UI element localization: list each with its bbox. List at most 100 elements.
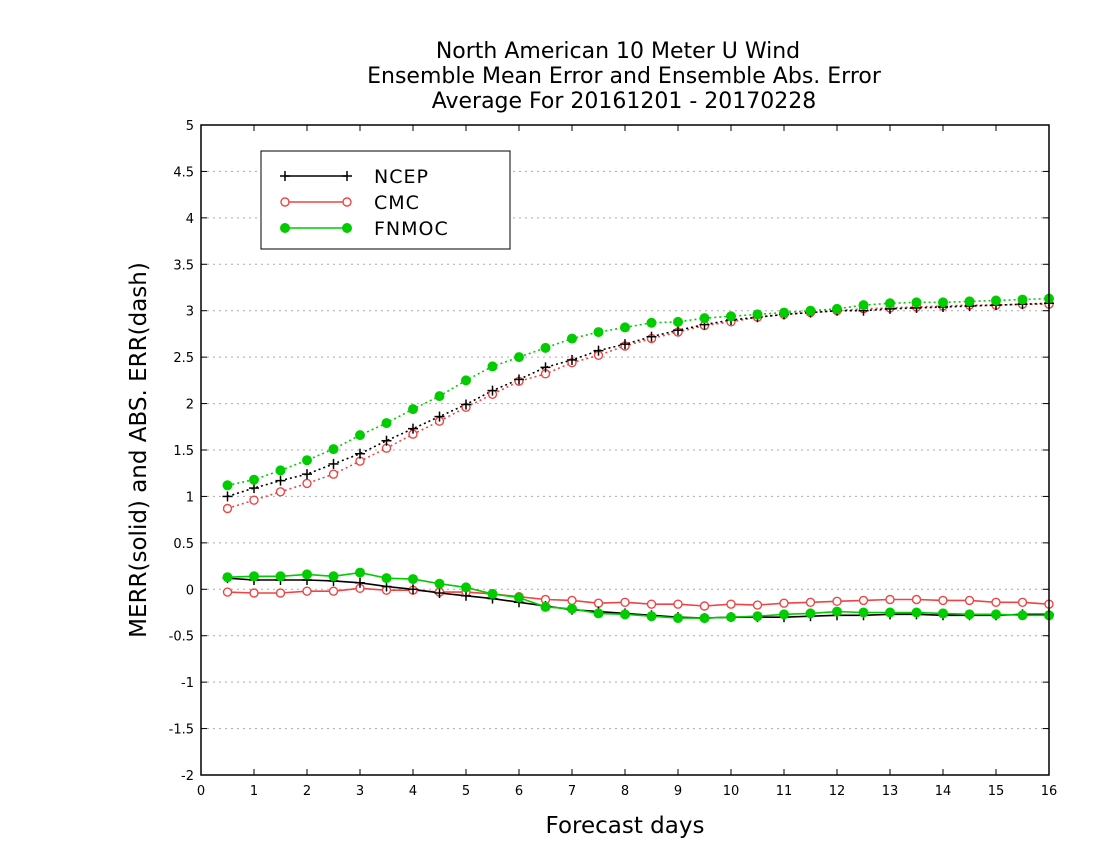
fnmoc-abs-err-point	[328, 444, 339, 455]
y-tick-label: 4.5	[173, 165, 194, 180]
cmc-merr-point	[699, 601, 710, 611]
ncep-merr-point	[381, 581, 392, 592]
y-tick-label: 4	[186, 212, 194, 227]
ncep-abs-err-point	[487, 385, 498, 396]
fnmoc-abs-err-point	[381, 418, 392, 429]
x-tick-label: 6	[515, 784, 523, 799]
fnmoc-abs-err-point	[620, 322, 630, 333]
legend-cmc-label: CMC	[374, 192, 420, 214]
x-tick-label: 14	[935, 784, 952, 799]
fnmoc-merr-line	[227, 571, 1049, 619]
ncep-abs-err-point	[461, 399, 471, 410]
fnmoc-abs-err-point	[1017, 294, 1028, 305]
fnmoc-merr-point	[434, 578, 445, 589]
fnmoc-merr-point	[514, 592, 524, 603]
ncep-abs-err-point	[222, 491, 233, 502]
ncep-abs-err-point	[593, 345, 604, 356]
legend-box	[260, 150, 511, 250]
ncep-merr-point	[461, 590, 471, 601]
fnmoc-abs-err-point	[991, 295, 1001, 306]
y-tick-label: 0	[186, 583, 194, 598]
ncep-abs-err-point	[302, 469, 312, 480]
cmc-merr-point	[805, 597, 816, 607]
fnmoc-merr-point	[540, 601, 551, 612]
cmc-merr-point	[1017, 597, 1028, 607]
x-tick-label: 11	[776, 784, 793, 799]
chart-title-line-3: Average For 20161201 - 20170228	[432, 89, 817, 114]
fnmoc-merr-point	[487, 588, 498, 599]
plot-frame	[200, 124, 1050, 776]
cmc-merr-point	[885, 594, 895, 605]
legend-cmc-marker-left	[280, 197, 290, 207]
cmc-merr-point	[222, 587, 233, 597]
fnmoc-abs-err-point	[832, 303, 842, 314]
fnmoc-merr-point	[726, 612, 736, 623]
fnmoc-abs-err-point	[726, 311, 736, 322]
cmc-merr-point	[726, 599, 736, 609]
fnmoc-merr-point	[461, 582, 471, 593]
cmc-merr-point	[249, 588, 259, 598]
ncep-merr-point	[355, 577, 365, 588]
y-tick-label: -1.5	[169, 723, 194, 738]
fnmoc-merr-point	[620, 609, 630, 620]
x-tick-label: 12	[829, 784, 846, 799]
axis-ticks: 54.543.532.521.510.50-0.5-1-1.5-20 1 2 3 4 5 6…	[169, 119, 1058, 799]
x-tick-label: 2	[303, 784, 311, 799]
fnmoc-merr-point	[275, 571, 286, 582]
ncep-abs-err-point	[620, 339, 630, 350]
ncep-abs-err-line	[227, 302, 1050, 498]
fnmoc-abs-err-point	[752, 309, 763, 320]
fnmoc-abs-err-point	[567, 333, 577, 344]
cmc-merr-point	[646, 599, 657, 609]
x-tick-label: 15	[988, 784, 1005, 799]
x-axis-label: Forecast days	[546, 813, 705, 839]
fnmoc-merr-point	[805, 608, 816, 619]
cmc-merr-point	[858, 595, 869, 606]
fnmoc-merr-point	[567, 603, 577, 614]
cmc-merr-line	[227, 587, 1050, 607]
ncep-abs-err-point	[514, 374, 524, 385]
fnmoc-abs-err-point	[408, 404, 418, 415]
fnmoc-merr-point	[222, 572, 233, 583]
fnmoc-abs-err-point	[885, 298, 895, 309]
fnmoc-merr-point	[991, 609, 1001, 620]
x-tick-label: 5	[462, 784, 470, 799]
fnmoc-abs-err-point	[593, 327, 604, 338]
y-tick-label: 1	[186, 490, 194, 505]
chart-title-line-2: Ensemble Mean Error and Ensemble Abs. Er…	[367, 64, 882, 89]
cmc-merr-point	[620, 597, 630, 607]
cmc-merr-point	[832, 596, 842, 607]
fnmoc-abs-err-point	[434, 391, 445, 402]
ncep-abs-err-point	[355, 448, 365, 459]
y-axis-label: MERR(solid) and ABS. ERR(dash)	[126, 262, 152, 638]
cmc-abs-err-line	[227, 303, 1049, 510]
y-tick-label: 0.5	[173, 537, 194, 552]
fnmoc-merr-point	[408, 574, 418, 585]
x-tick-label: 13	[882, 784, 899, 799]
fnmoc-merr-point	[858, 607, 869, 618]
cmc-abs-err-point	[275, 487, 286, 497]
legend-ncep-marker-left	[280, 171, 290, 181]
cmc-merr-point	[911, 594, 922, 605]
fnmoc-abs-err-point	[779, 307, 789, 318]
cmc-merr-point	[991, 597, 1001, 607]
fnmoc-abs-err-point	[858, 300, 869, 311]
fnmoc-merr-point	[964, 609, 975, 620]
cmc-abs-err-point	[249, 495, 259, 505]
y-tick-label: 5	[186, 119, 194, 134]
fnmoc-abs-err-point	[540, 342, 551, 353]
x-tick-label: 16	[1041, 784, 1058, 799]
ncep-abs-err-point	[646, 331, 657, 342]
legend-fnmoc-label: FNMOC	[374, 218, 449, 240]
ncep-merr-point	[408, 584, 418, 595]
fnmoc-abs-err-point	[805, 305, 816, 316]
fnmoc-merr-point	[911, 607, 922, 618]
fnmoc-abs-err-point	[302, 455, 312, 466]
cmc-merr-point	[673, 599, 683, 609]
legend-ncep-label: NCEP	[374, 166, 429, 188]
x-tick-label: 8	[621, 784, 629, 799]
ncep-abs-err-point	[673, 325, 683, 336]
cmc-merr-point	[752, 600, 763, 610]
x-tick-label: 7	[568, 784, 576, 799]
